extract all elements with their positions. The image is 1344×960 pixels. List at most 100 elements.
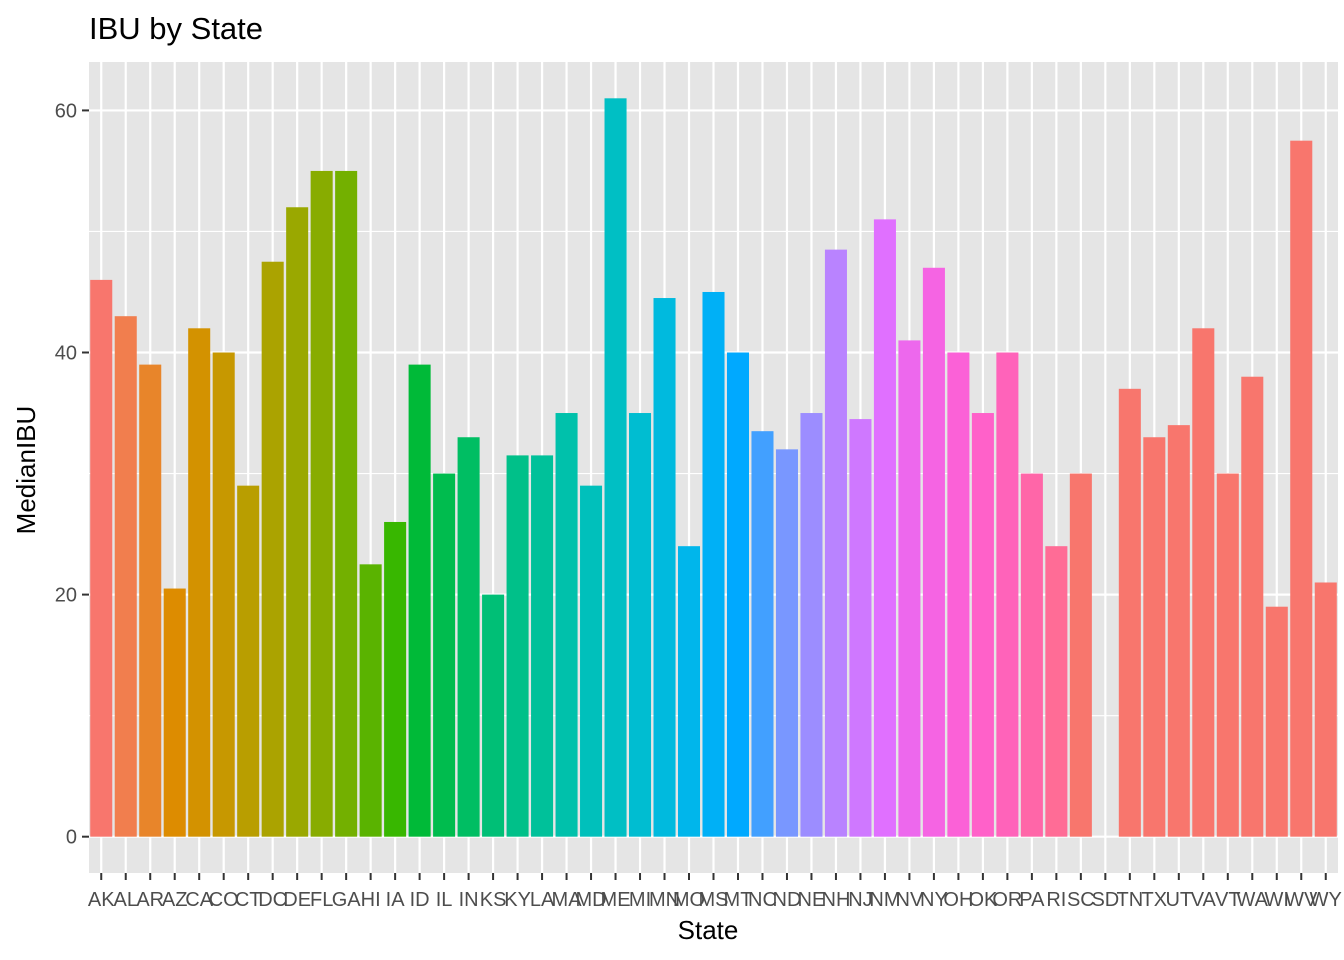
bar-il xyxy=(433,473,456,837)
x-tick-label: AL xyxy=(114,889,138,911)
x-tick-label: MT xyxy=(724,889,753,911)
bar-co xyxy=(212,352,235,837)
bar-ct xyxy=(237,485,260,837)
x-tick-label: PA xyxy=(1019,889,1045,911)
bar-ny xyxy=(922,267,945,837)
bar-ma xyxy=(555,413,578,837)
x-tick-label: ME xyxy=(601,889,631,911)
x-tick-label: AR xyxy=(136,889,164,911)
bar-ok xyxy=(971,413,994,837)
x-tick-label: ID xyxy=(410,889,430,911)
x-tick-label: MD xyxy=(575,889,606,911)
x-tick-label: LA xyxy=(530,889,555,911)
bar-mo xyxy=(677,546,701,837)
x-tick-label: NE xyxy=(798,889,826,911)
bar-wi xyxy=(1265,606,1288,837)
bar-wv xyxy=(1290,140,1313,837)
x-tick-label: GA xyxy=(332,889,362,911)
bar-ms xyxy=(702,291,725,837)
y-tick-label: 0 xyxy=(66,827,77,849)
x-tick-label: NJ xyxy=(848,889,872,911)
x-axis-title: State xyxy=(678,915,739,945)
bar-de xyxy=(286,207,309,837)
bar-ak xyxy=(90,279,113,837)
x-tick-label: TX xyxy=(1142,889,1168,911)
bar-vt xyxy=(1216,473,1239,837)
bar-nd xyxy=(775,449,798,837)
x-tick-label: NM xyxy=(869,889,900,911)
y-tick-label: 20 xyxy=(55,585,77,607)
x-tick-label: OR xyxy=(992,889,1022,911)
bar-ar xyxy=(139,364,162,837)
x-tick-label: MO xyxy=(673,889,705,911)
chart-title: IBU by State xyxy=(89,11,263,46)
bar-az xyxy=(163,588,186,837)
x-tick-label: FL xyxy=(310,889,333,911)
bar-va xyxy=(1192,328,1215,837)
bar-mi xyxy=(629,413,652,837)
bar-md xyxy=(580,485,603,837)
bar-ut xyxy=(1167,425,1190,837)
x-tick-label: NV xyxy=(896,889,924,911)
bar-me xyxy=(604,98,627,837)
x-tick-label: CO xyxy=(209,889,239,911)
bar-wy xyxy=(1314,582,1337,837)
bar-oh xyxy=(947,352,970,837)
x-tick-label: UT xyxy=(1165,889,1192,911)
bar-or xyxy=(996,352,1019,837)
x-tick-label: DE xyxy=(283,889,311,911)
x-tick-label: IL xyxy=(436,889,453,911)
x-tick-label: SD xyxy=(1091,889,1119,911)
x-tick-label: KS xyxy=(480,889,507,911)
x-tick-label: IN xyxy=(459,889,479,911)
bar-dc xyxy=(261,261,284,837)
bar-nj xyxy=(849,419,872,837)
y-axis: 0 20 40 60 xyxy=(55,100,89,849)
x-tick-label: IA xyxy=(386,889,406,911)
bar-ga xyxy=(335,170,358,837)
bar-in xyxy=(457,437,480,837)
y-tick-label: 60 xyxy=(55,100,77,122)
x-tick-label: VA xyxy=(1191,889,1217,911)
x-tick-label: CT xyxy=(235,889,262,911)
bar-tx xyxy=(1143,437,1166,837)
x-tick-label: WI xyxy=(1265,889,1289,911)
bar-ca xyxy=(188,328,211,837)
x-tick-label: WV xyxy=(1285,889,1318,911)
bar-ks xyxy=(482,594,505,837)
x-tick-label: CA xyxy=(185,889,213,911)
x-tick-label: MN xyxy=(649,889,680,911)
x-tick-label: MI xyxy=(629,889,651,911)
bar-pa xyxy=(1020,473,1043,837)
x-tick-label: WA xyxy=(1237,889,1269,911)
x-tick-label: DC xyxy=(258,889,287,911)
x-tick-label: NH xyxy=(822,889,851,911)
x-tick-label: AZ xyxy=(162,889,188,911)
bar-mt xyxy=(726,352,750,837)
x-tick-label: MS xyxy=(699,889,729,911)
x-tick-label: VT xyxy=(1215,889,1241,911)
y-tick-label: 40 xyxy=(55,343,77,365)
bars xyxy=(90,98,1337,837)
x-tick-label: RI xyxy=(1046,889,1066,911)
x-tick-label: NC xyxy=(748,889,777,911)
x-tick-label: AK xyxy=(88,889,115,911)
bar-ky xyxy=(506,455,529,837)
bar-la xyxy=(531,455,554,837)
x-tick-label: KY xyxy=(504,889,531,911)
x-tick-label: WY xyxy=(1310,889,1342,911)
bar-ia xyxy=(384,521,407,837)
bar-nh xyxy=(824,249,847,837)
bar-nm xyxy=(873,219,896,837)
x-tick-label: TN xyxy=(1116,889,1143,911)
x-tick-label: HI xyxy=(361,889,381,911)
bar-ne xyxy=(800,413,823,837)
bar-nv xyxy=(898,340,921,837)
bar-tn xyxy=(1118,388,1141,837)
bar-hi xyxy=(359,564,382,837)
y-axis-title: MedianIBU xyxy=(11,406,41,535)
bar-id xyxy=(408,364,431,837)
bar-mn xyxy=(653,298,676,837)
